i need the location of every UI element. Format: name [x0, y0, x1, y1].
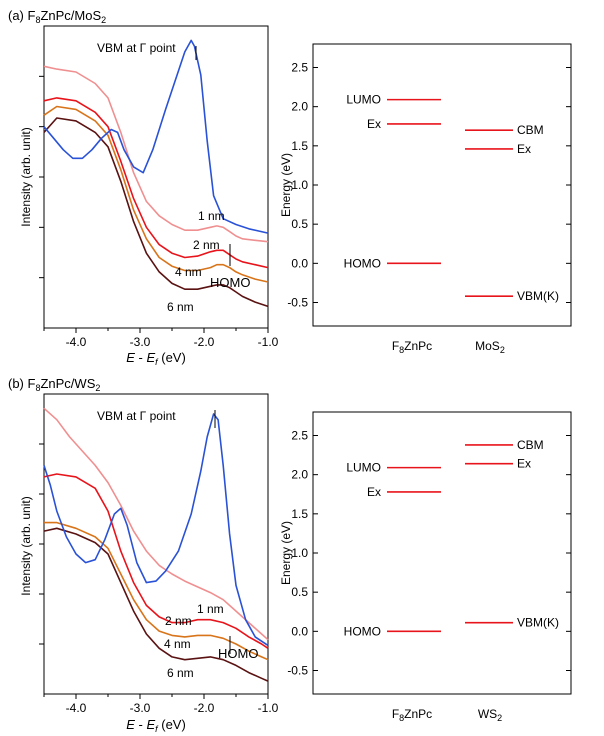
panel-a-curve-2 — [43, 97, 269, 269]
panel-a-levels-frame — [312, 43, 572, 327]
panel-b-levels-lines: LUMO Ex HOMO CBM Ex VBM(K) — [344, 438, 559, 638]
panel-b-levels-level-label: Ex — [517, 457, 531, 471]
panel-b-levels-y-tick-label: 0.0 — [291, 624, 308, 638]
panel-b-homo-annotation: HOMO — [218, 646, 258, 661]
panel-b-y-ticks — [39, 443, 44, 645]
panel-a-levels-lines: LUMO Ex HOMO CBM Ex VBM(K) — [344, 93, 559, 304]
panel-a-x-tick-label: -2.0 — [194, 335, 215, 349]
panel-b-levels-level-label: LUMO — [346, 461, 381, 475]
panel-b-label-1nm: 1 nm — [197, 602, 224, 616]
panel-b-x-axis-label: E - Ef (eV) — [126, 717, 186, 734]
panel-a-levels-y-tick-label: 1.5 — [291, 139, 308, 153]
panel-b-levels-y-tick-label: -0.5 — [287, 664, 308, 678]
panel-b-levels-y-tick-label: 1.5 — [291, 507, 308, 521]
panel-a-label-6nm: 6 nm — [167, 300, 194, 314]
panel-b-levels: -0.5 0.0 0.5 1.0 1.5 2.0 2.5 LUMO Ex HOMO CBM Ex VB… — [279, 411, 572, 723]
panel-a-levels-y-tick-label: 0.5 — [291, 217, 308, 231]
panel-a-levels-level-label: LUMO — [346, 93, 381, 107]
panel-a-levels: -0.5 0.0 0.5 1.0 1.5 2.0 2.5 LUMO Ex HOMO CBM Ex VB… — [279, 43, 572, 355]
panel-a-levels-level-label: Ex — [517, 142, 531, 156]
panel-b-levels-y-axis-label: Energy (eV) — [279, 521, 293, 585]
panel-a-levels-x-cat-1: F8ZnPc — [392, 339, 432, 355]
panel-a-levels-y-tick-label: 2.5 — [291, 61, 308, 75]
panel-a-label-1nm: 1 nm — [198, 209, 225, 223]
panel-b-curve-1 — [43, 407, 269, 641]
panel-a-levels-level-label: VBM(K) — [517, 289, 559, 303]
panel-b-levels-y-tick-label: 0.5 — [291, 585, 308, 599]
panel-b-curve-4 — [43, 527, 269, 682]
panel-b-x-tick-label: -4.0 — [66, 701, 87, 715]
panel-a-y-axis-label: Intensity (arb. unit) — [19, 127, 33, 226]
panel-a-levels-y-tick-label: 1.0 — [291, 178, 308, 192]
panel-a-x-tick-label: -1.0 — [258, 335, 279, 349]
panel-b-title: (b) F8ZnPc/WS2 — [8, 376, 100, 393]
panel-a-levels-level-label: CBM — [517, 123, 544, 137]
panel-b-levels-x-cat-1: F8ZnPc — [392, 707, 432, 723]
panel-a-levels-y-tick-label: 0.0 — [291, 256, 308, 270]
panel-b-levels-x-cat-2: WS2 — [478, 707, 502, 723]
panel-a-homo-annotation: HOMO — [210, 275, 250, 290]
panel-a-curve-1 — [43, 65, 269, 243]
panel-b-levels-level-label: Ex — [367, 485, 381, 499]
panel-b-levels-y-tick-label: 1.0 — [291, 546, 308, 560]
panel-a-levels-y-tick-label: 2.0 — [291, 100, 308, 114]
panel-a-x-axis-label: E - Ef (eV) — [126, 350, 186, 367]
panel-b-levels-frame — [312, 411, 572, 695]
panel-b-x-ticks: -4.0 -3.0 -2.0 -1.0 — [43, 694, 279, 715]
panel-b-y-axis-label: Intensity (arb. unit) — [19, 496, 33, 595]
panel-b-label-6nm: 6 nm — [167, 666, 194, 680]
panel-b-levels-y-tick-label: 2.0 — [291, 468, 308, 482]
panel-a-curve-4 — [43, 117, 269, 308]
panel-a-curves — [43, 39, 269, 308]
panel-a-levels-x-cat-2: MoS2 — [475, 339, 505, 355]
panel-b-vbm-annotation: VBM at Γ point — [97, 409, 176, 423]
panel-a-vbm-annotation: VBM at Γ point — [97, 41, 176, 55]
panel-a-label-2nm: 2 nm — [193, 238, 220, 252]
panel-a-levels-level-label: Ex — [367, 117, 381, 131]
panel-a-levels-y-ticks: -0.5 0.0 0.5 1.0 1.5 2.0 2.5 — [287, 61, 571, 310]
panel-a-x-tick-label: -4.0 — [66, 335, 87, 349]
panel-a-levels-y-axis-label: Energy (eV) — [279, 153, 293, 217]
panel-b-curve-2 — [43, 473, 269, 649]
panel-a-label-4nm: 4 nm — [175, 265, 202, 279]
panel-a-x-tick-label: -3.0 — [130, 335, 151, 349]
panel-b-x-tick-label: -2.0 — [194, 701, 215, 715]
panel-b-curves — [43, 407, 269, 682]
panel-b-spectra: (b) F8ZnPc/WS2 -4.0 -3.0 -2.0 -1.0 Intensit… — [8, 376, 279, 734]
panel-a-x-ticks: -4.0 -3.0 -2.0 -1.0 — [43, 328, 279, 349]
panel-a-title: (a) F8ZnPc/MoS2 — [8, 8, 106, 25]
panel-a-curve-5 — [43, 39, 269, 234]
panel-b-x-tick-label: -1.0 — [258, 701, 279, 715]
panel-b-label-2nm: 2 nm — [165, 614, 192, 628]
panel-a-y-ticks — [39, 75, 44, 279]
panel-b-label-4nm: 4 nm — [164, 637, 191, 651]
panel-a-levels-y-tick-label: -0.5 — [287, 296, 308, 310]
panel-a-spectra: (a) F8ZnPc/MoS2 -4.0 -3.0 -2.0 -1.0 Intensi… — [8, 8, 279, 367]
panel-a-levels-level-label: HOMO — [344, 256, 381, 270]
panel-b-curve-5 — [43, 413, 269, 647]
panel-b-curve-3 — [44, 521, 269, 661]
panel-b-levels-level-label: HOMO — [344, 624, 381, 638]
panel-b-levels-y-tick-label: 2.5 — [291, 429, 308, 443]
panel-a-curve-3 — [43, 105, 269, 283]
panel-b-levels-level-label: VBM(K) — [517, 616, 559, 630]
panel-b-levels-level-label: CBM — [517, 438, 544, 452]
panel-b-x-tick-label: -3.0 — [130, 701, 151, 715]
panel-b-levels-y-ticks: -0.5 0.0 0.5 1.0 1.5 2.0 2.5 — [287, 429, 571, 678]
